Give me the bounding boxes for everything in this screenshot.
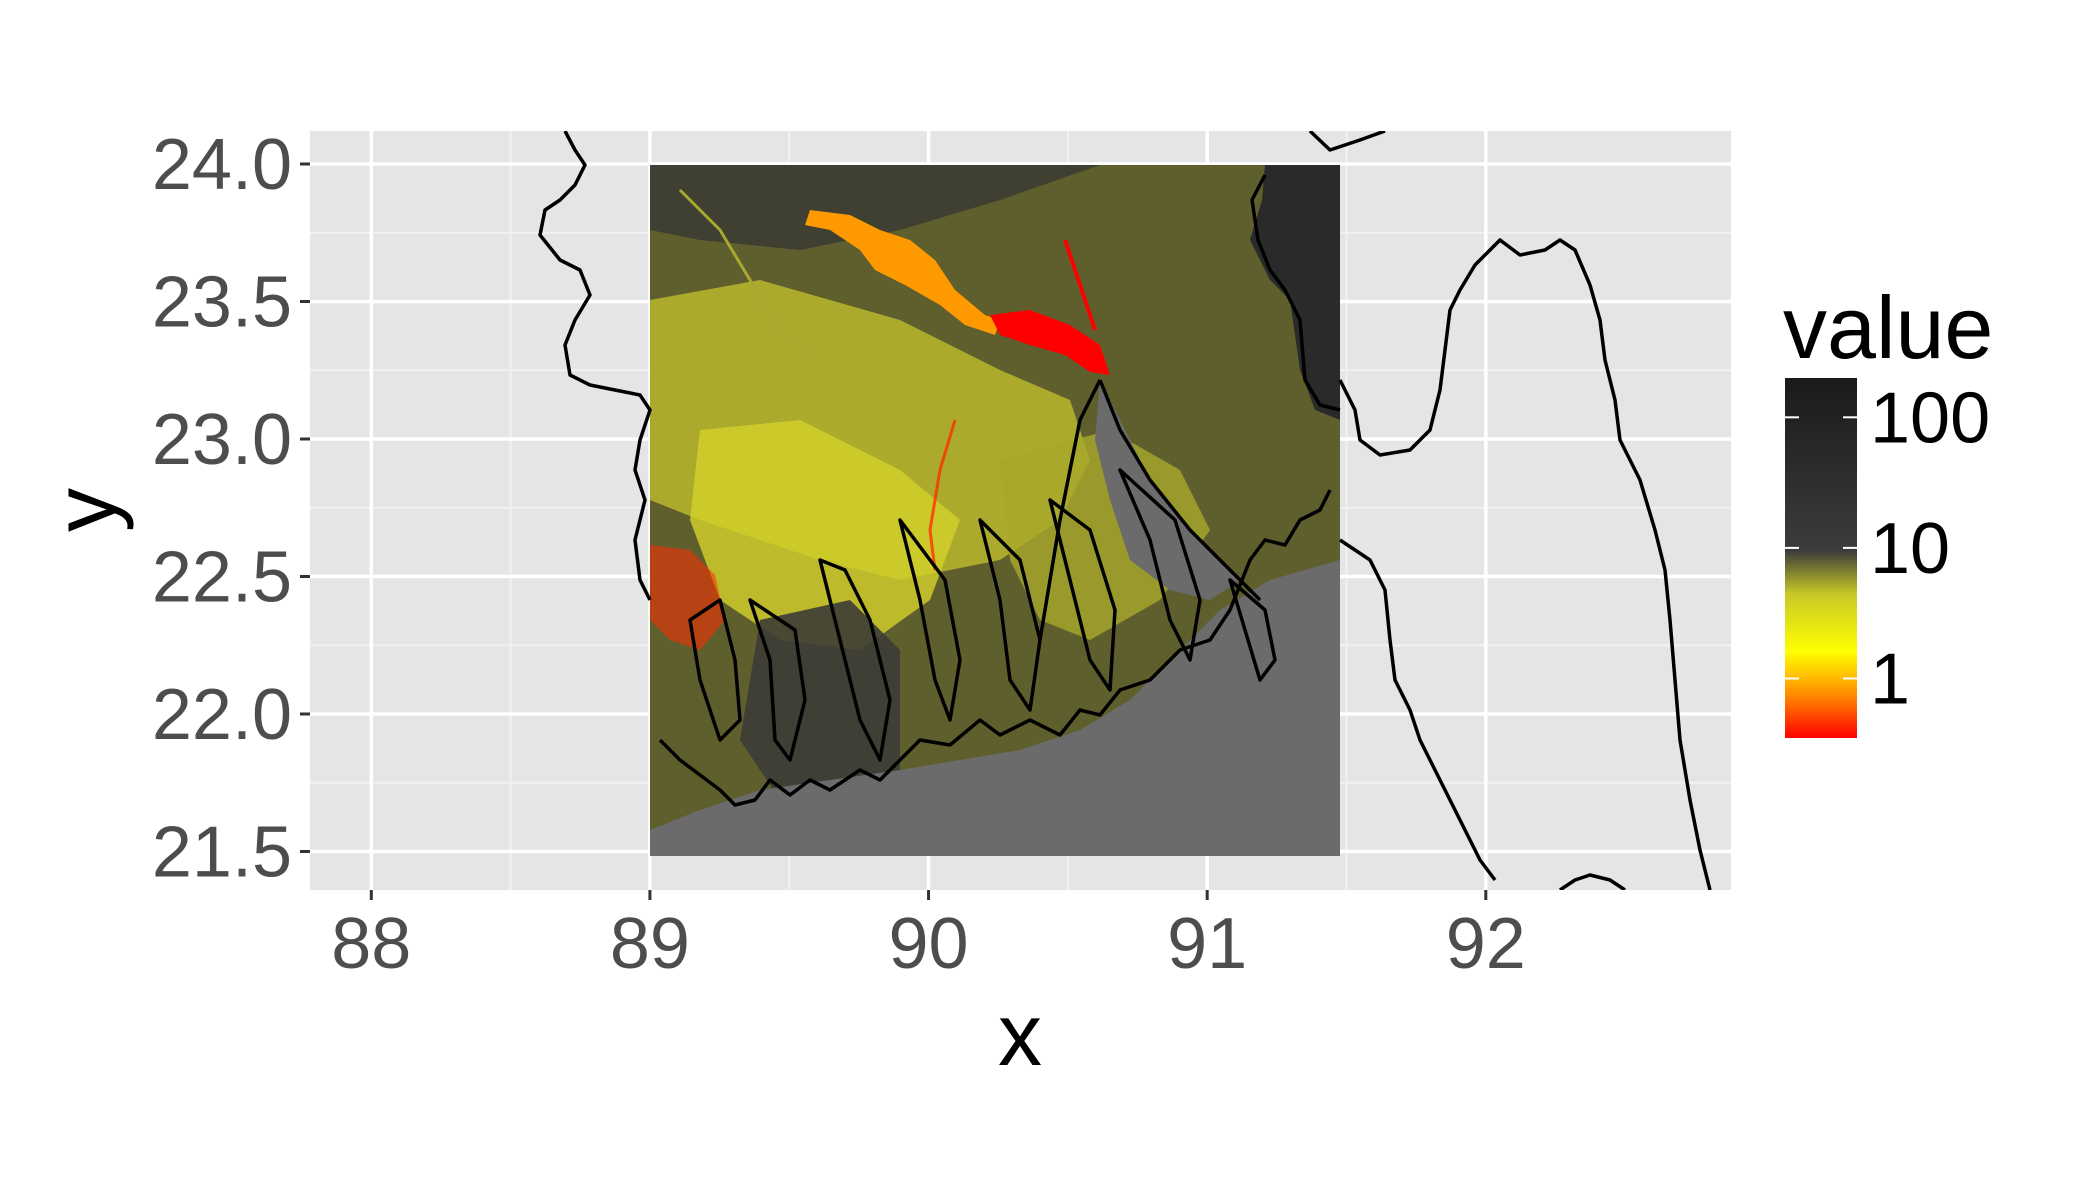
red-river [990,310,1110,375]
red-patch-west [650,545,725,650]
legend: value 100 10 1 [1783,278,1993,738]
x-tick-label: 88 [331,904,411,984]
legend-tick-label: 10 [1870,509,1950,589]
y-tick-label: 22.0 [152,675,292,755]
yellow-land-patch [1000,430,1210,640]
orange-river [805,210,1000,335]
legend-title: value [1783,278,1993,377]
raster-map [650,165,1340,856]
dark-hills-region [1250,165,1340,420]
river-channel [678,188,821,362]
estuary-outline [1038,379,1262,641]
x-tick-label: 90 [889,904,969,984]
east-border-outline [1308,131,1712,890]
dark-north-region [650,165,1100,250]
dark-mangrove-region [740,600,900,800]
x-axis-ticks: 88 89 90 91 92 [331,890,1526,984]
east-coast-outline [1339,538,1626,890]
yellow-land-patch [690,420,960,650]
delta-islands [688,468,1277,762]
x-tick-label: 92 [1446,904,1526,984]
y-axis-title: y [35,488,134,532]
west-border-outline [538,131,652,601]
red-river-branch [1063,239,1097,331]
sea-region [650,560,1340,856]
legend-tick-label: 100 [1870,378,1990,458]
delta-coastline [658,489,1332,807]
legend-tick-label: 1 [1870,639,1910,719]
x-tick-label: 91 [1167,904,1247,984]
y-tick-label: 22.5 [152,538,292,618]
x-axis-title: x [998,985,1042,1084]
legend-ticks: 100 10 1 [1785,378,1990,719]
y-tick-label: 24.0 [152,125,292,205]
coastline-outlines [538,131,1712,890]
y-tick-label: 23.0 [152,400,292,480]
y-tick-label: 21.5 [152,813,292,893]
legend-colorbar [1785,378,1857,738]
river-channel [928,419,957,571]
y-axis-ticks: 21.5 22.0 22.5 23.0 23.5 24.0 [152,125,310,893]
y-tick-label: 23.5 [152,263,292,343]
x-tick-label: 89 [610,904,690,984]
hill-outline [1250,174,1341,412]
